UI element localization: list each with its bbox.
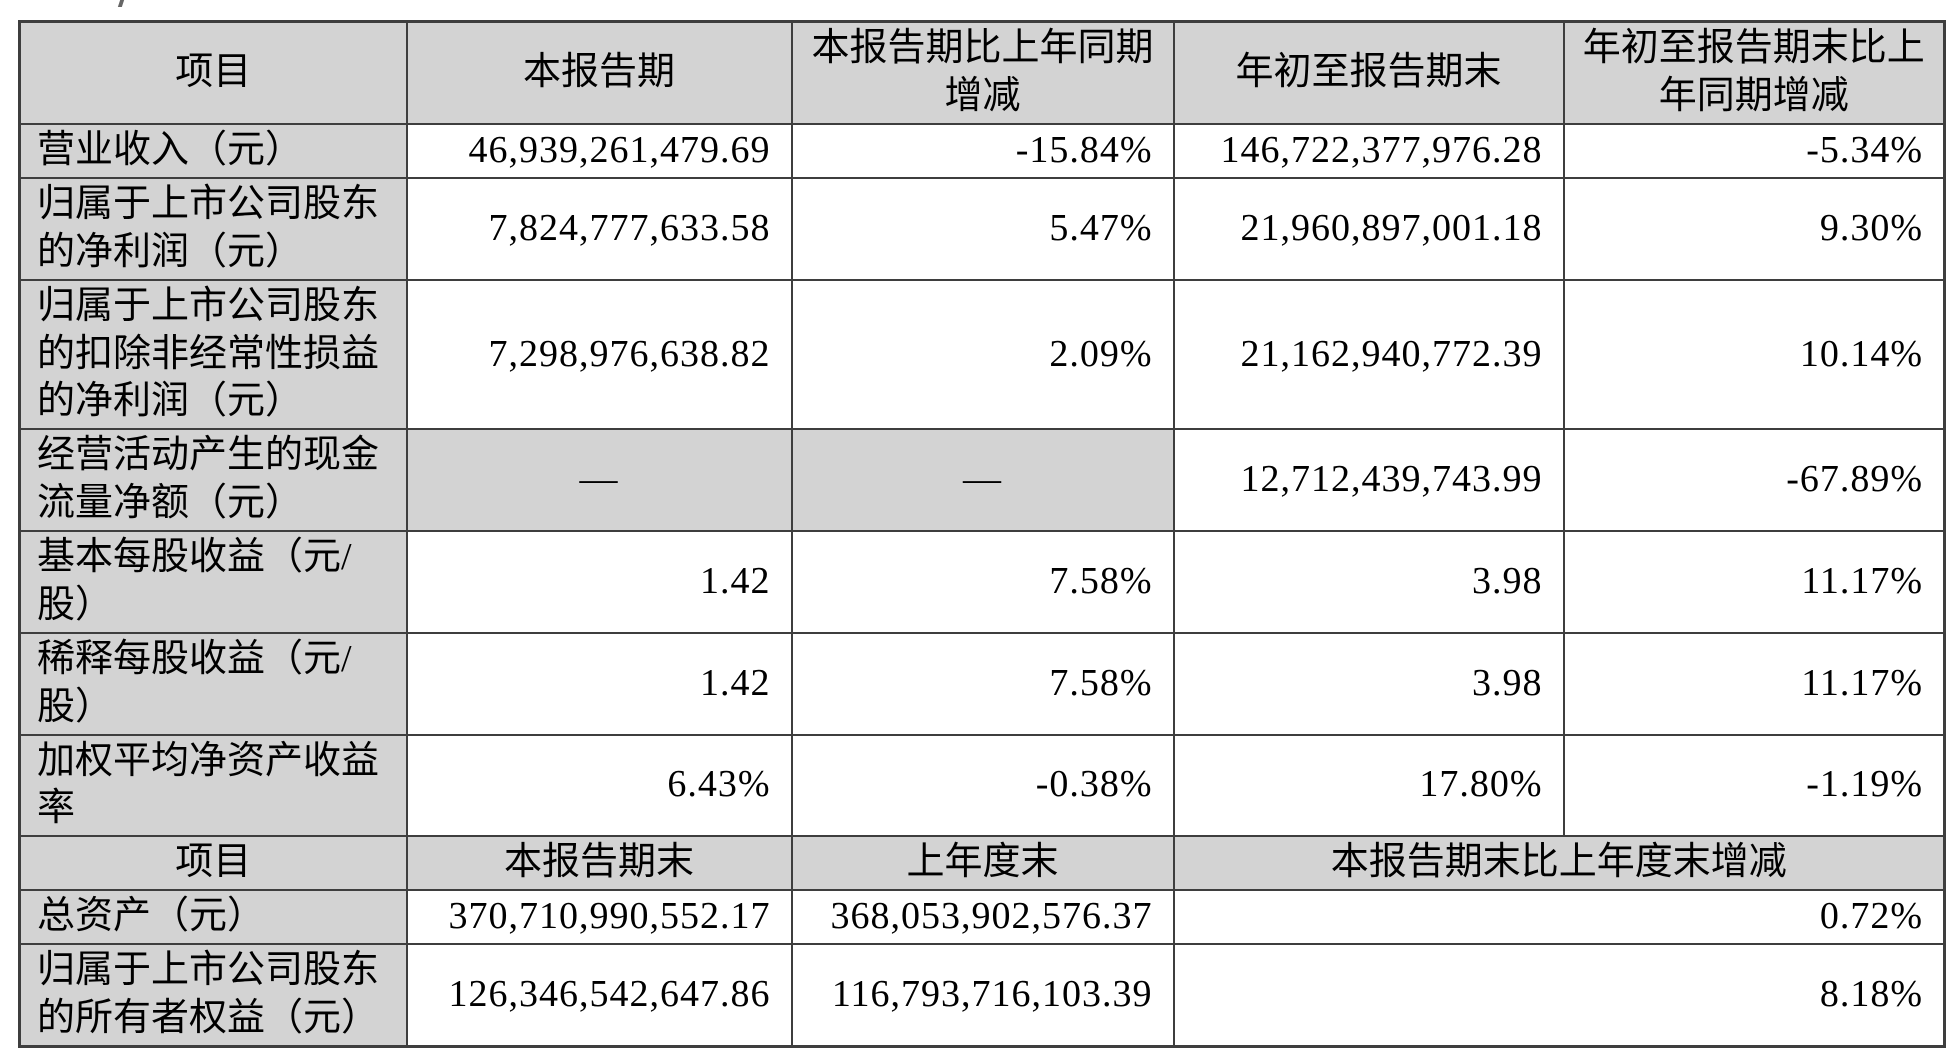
ytd-value: 17.80% <box>1172 733 1565 838</box>
ytd-yoy-change-value: -1.19% <box>1562 733 1946 838</box>
col-header-period-end: 本报告期末 <box>405 835 793 892</box>
table-row-total-assets: 总资产（元） 370,710,990,552.17 368,053,902,57… <box>18 889 1946 945</box>
table-row-net-profit: 归属于上市公司股东的净利润（元） 7,824,777,633.58 5.47% … <box>18 176 1946 281</box>
col-header-ytd-yoy-change: 年初至报告期末比上年同期增减 <box>1562 20 1946 125</box>
row-label-basic-eps: 基本每股收益（元/股） <box>18 530 408 634</box>
ytd-yoy-change-value: 9.30% <box>1562 176 1946 281</box>
col-header-item-2: 项目 <box>18 835 408 892</box>
col-header-ytd: 年初至报告期末 <box>1172 20 1565 125</box>
change-vs-prev-year-end-value: 8.18% <box>1172 942 1946 1048</box>
period-end-value: 126,346,542,647.86 <box>405 942 793 1048</box>
row-label-total-assets: 总资产（元） <box>18 889 408 945</box>
financial-summary-table: 项目 本报告期 本报告期比上年同期增减 年初至报告期末 年初至报告期末比上年同期… <box>18 20 1946 1048</box>
report-page: 项目 本报告期 本报告期比上年同期增减 年初至报告期末 年初至报告期末比上年同期… <box>18 0 1946 1048</box>
table-row-diluted-eps: 稀释每股收益（元/股） 1.42 7.58% 3.98 11.17% <box>18 631 1946 736</box>
current-period-value-na: — <box>405 428 793 532</box>
col-header-yoy-change: 本报告期比上年同期增减 <box>790 20 1175 125</box>
table-row-net-profit-excl-nonrecurring: 归属于上市公司股东的扣除非经常性损益的净利润（元） 7,298,976,638.… <box>18 278 1946 431</box>
row-label-diluted-eps: 稀释每股收益（元/股） <box>18 631 408 736</box>
col-header-current-period: 本报告期 <box>405 20 793 125</box>
section2-header-row: 项目 本报告期末 上年度末 本报告期末比上年度末增减 <box>18 835 1946 892</box>
yoy-change-value: -0.38% <box>790 733 1175 838</box>
yoy-change-value: 2.09% <box>790 278 1175 431</box>
yoy-change-value: 7.58% <box>790 530 1175 634</box>
row-label-equity: 归属于上市公司股东的所有者权益（元） <box>18 942 408 1048</box>
ytd-yoy-change-value: 10.14% <box>1562 278 1946 431</box>
yoy-change-value: 5.47% <box>790 176 1175 281</box>
ytd-value: 3.98 <box>1172 631 1565 736</box>
ytd-value: 21,162,940,772.39 <box>1172 278 1565 431</box>
section1-header-row: 项目 本报告期 本报告期比上年同期增减 年初至报告期末 年初至报告期末比上年同期… <box>18 20 1946 125</box>
prev-year-end-value: 116,793,716,103.39 <box>790 942 1175 1048</box>
yoy-change-value: -15.84% <box>790 122 1175 179</box>
table-row-weighted-avg-roe: 加权平均净资产收益率 6.43% -0.38% 17.80% -1.19% <box>18 733 1946 838</box>
row-label-net-profit-excl-nonrecurring: 归属于上市公司股东的扣除非经常性损益的净利润（元） <box>18 278 408 431</box>
ytd-yoy-change-value: 11.17% <box>1562 530 1946 634</box>
col-header-prev-year-end: 上年度末 <box>790 835 1175 892</box>
col-header-change-vs-prev-year-end: 本报告期末比上年度末增减 <box>1172 835 1946 892</box>
current-period-value: 6.43% <box>405 733 793 838</box>
ytd-value: 21,960,897,001.18 <box>1172 176 1565 281</box>
current-period-value: 46,939,261,479.69 <box>405 122 793 179</box>
ytd-yoy-change-value: 11.17% <box>1562 631 1946 736</box>
current-period-value: 1.42 <box>405 631 793 736</box>
current-period-value: 7,298,976,638.82 <box>405 278 793 431</box>
change-vs-prev-year-end-value: 0.72% <box>1172 889 1946 945</box>
cropped-text-fragment <box>117 0 125 7</box>
table-row-operating-cash-flow: 经营活动产生的现金流量净额（元） — — 12,712,439,743.99 -… <box>18 428 1946 532</box>
row-label-revenue: 营业收入（元） <box>18 122 408 179</box>
row-label-net-profit: 归属于上市公司股东的净利润（元） <box>18 176 408 281</box>
prev-year-end-value: 368,053,902,576.37 <box>790 889 1175 945</box>
row-label-operating-cash-flow: 经营活动产生的现金流量净额（元） <box>18 428 408 532</box>
ytd-value: 146,722,377,976.28 <box>1172 122 1565 179</box>
period-end-value: 370,710,990,552.17 <box>405 889 793 945</box>
table-row-revenue: 营业收入（元） 46,939,261,479.69 -15.84% 146,72… <box>18 122 1946 179</box>
current-period-value: 1.42 <box>405 530 793 634</box>
table-row-basic-eps: 基本每股收益（元/股） 1.42 7.58% 3.98 11.17% <box>18 530 1946 634</box>
ytd-yoy-change-value: -67.89% <box>1562 428 1946 532</box>
yoy-change-value-na: — <box>790 428 1175 532</box>
table-row-equity: 归属于上市公司股东的所有者权益（元） 126,346,542,647.86 11… <box>18 942 1946 1048</box>
ytd-yoy-change-value: -5.34% <box>1562 122 1946 179</box>
current-period-value: 7,824,777,633.58 <box>405 176 793 281</box>
yoy-change-value: 7.58% <box>790 631 1175 736</box>
col-header-item: 项目 <box>18 20 408 125</box>
ytd-value: 12,712,439,743.99 <box>1172 428 1565 532</box>
row-label-weighted-avg-roe: 加权平均净资产收益率 <box>18 733 408 838</box>
ytd-value: 3.98 <box>1172 530 1565 634</box>
